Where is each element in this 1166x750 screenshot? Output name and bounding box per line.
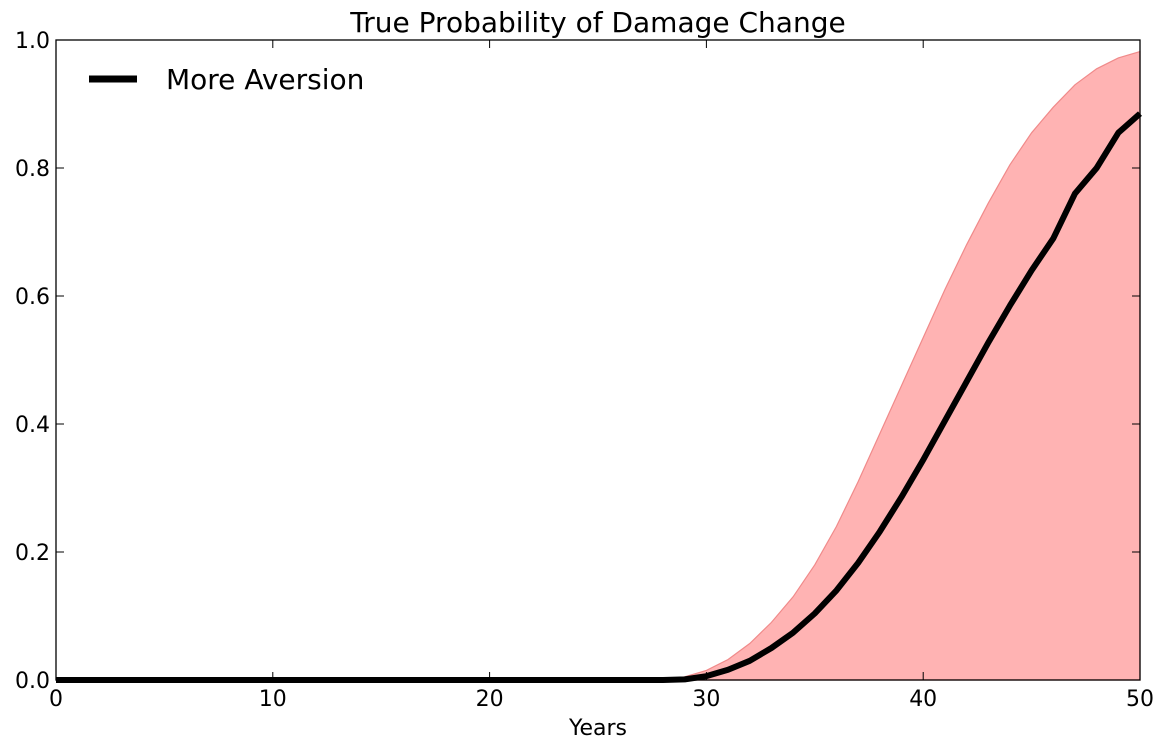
y-tick-label: 0.2 — [15, 541, 50, 566]
y-tick-label: 0.0 — [15, 669, 50, 694]
legend-label: More Aversion — [166, 63, 364, 96]
axis-ticks: 0 10 20 30 40 50 0.0 0.2 0.4 0.6 0.8 1.0 — [15, 29, 1154, 712]
chart-title: True Probability of Damage Change — [349, 6, 845, 39]
plot-frame — [55, 39, 1141, 681]
y-tick-label: 0.6 — [15, 285, 50, 310]
legend: More Aversion — [89, 63, 364, 96]
x-tick-label: 50 — [1126, 687, 1154, 712]
x-axis-label: Years — [568, 716, 627, 741]
x-tick-label: 20 — [476, 687, 504, 712]
y-tick-label: 1.0 — [15, 29, 50, 54]
x-tick-label: 40 — [909, 687, 937, 712]
x-tick-label: 10 — [259, 687, 287, 712]
y-tick-label: 0.4 — [15, 413, 50, 438]
x-tick-label: 30 — [692, 687, 720, 712]
x-tick-label: 0 — [49, 687, 63, 712]
y-tick-label: 0.8 — [15, 157, 50, 182]
